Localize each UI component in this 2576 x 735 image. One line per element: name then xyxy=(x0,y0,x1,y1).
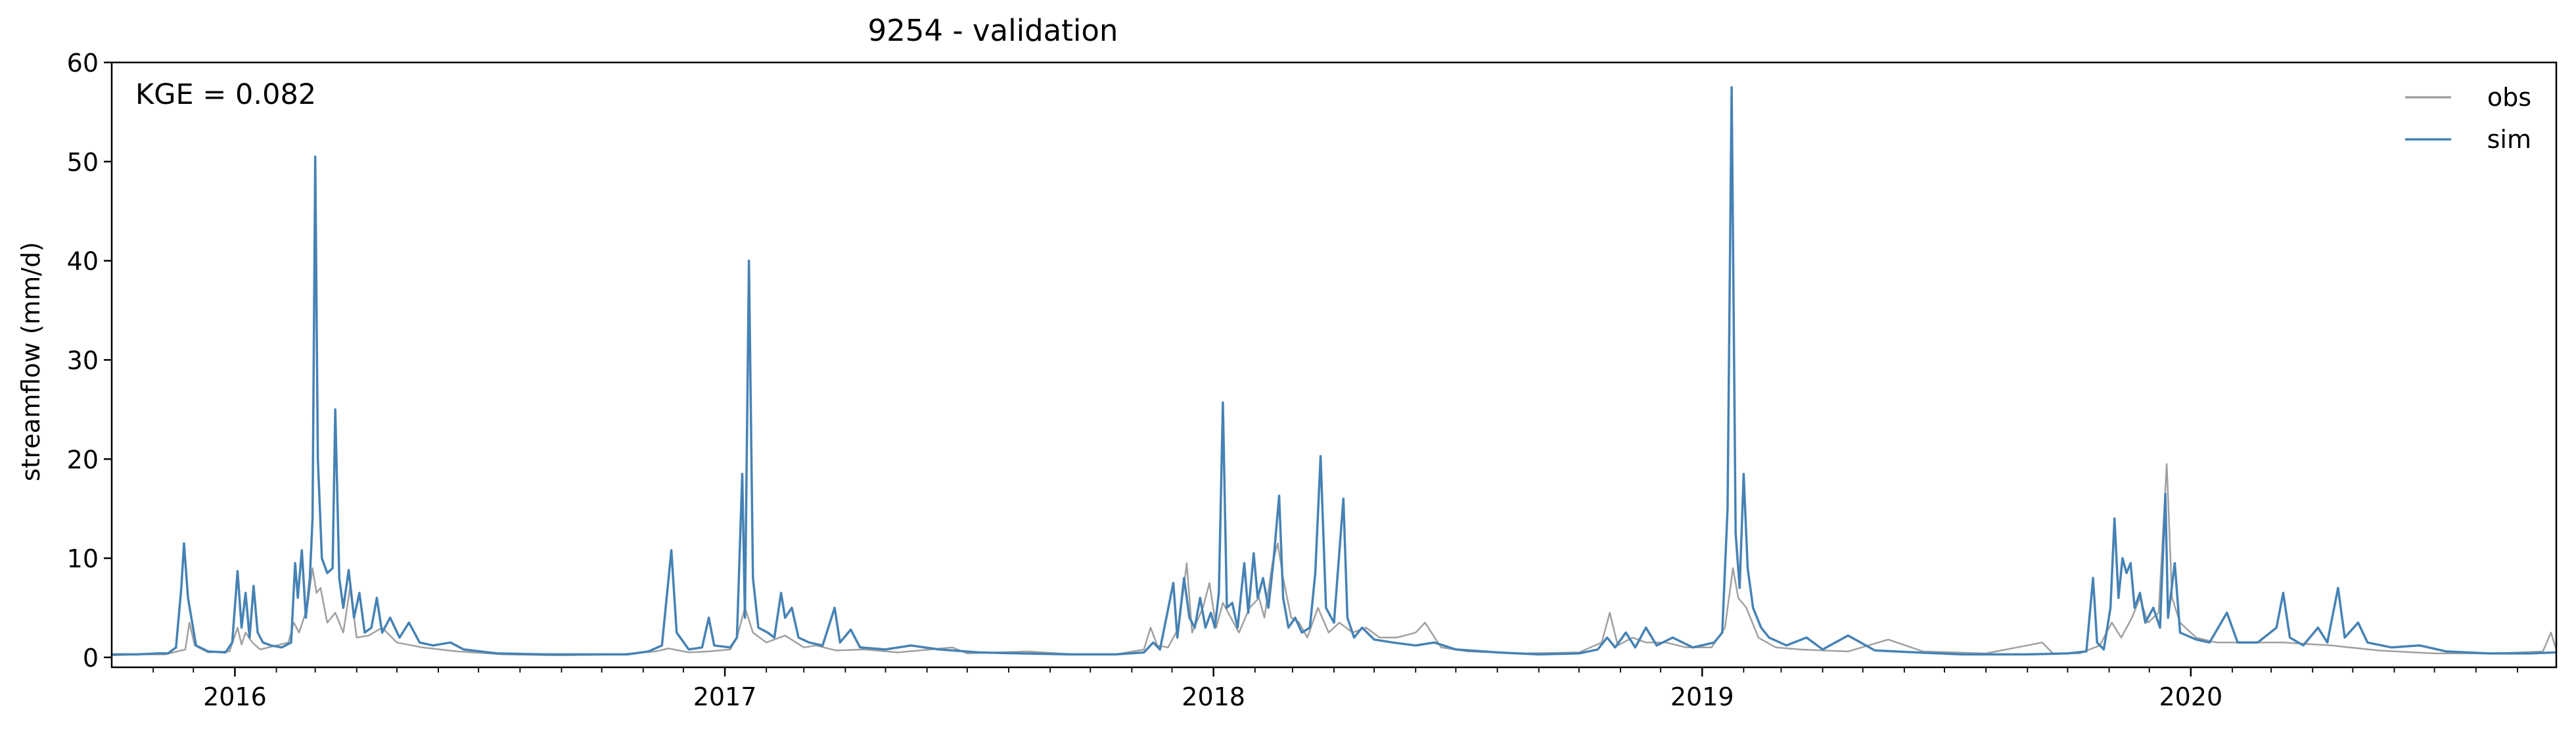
y-tick-label: 60 xyxy=(67,49,99,78)
x-tick-label: 2020 xyxy=(2159,682,2222,711)
y-axis-ticks: 0 10 20 30 40 50 60 xyxy=(67,49,112,673)
y-axis-label: streamflow (mm/d) xyxy=(16,242,45,481)
x-tick-label: 2018 xyxy=(1182,682,1245,711)
legend-sim-label: sim xyxy=(2487,125,2531,154)
y-tick-label: 10 xyxy=(67,544,99,573)
legend: obs sim xyxy=(2405,83,2531,154)
kge-annotation: KGE = 0.082 xyxy=(135,78,316,111)
chart-title: 9254 - validation xyxy=(868,13,1118,48)
y-tick-label: 0 xyxy=(83,644,99,673)
series-line-obs xyxy=(111,463,2558,657)
legend-obs-label: obs xyxy=(2487,83,2531,112)
y-tick-label: 30 xyxy=(67,346,99,375)
y-tick-label: 20 xyxy=(67,445,99,474)
x-tick-label: 2017 xyxy=(693,682,757,711)
series-layer xyxy=(111,85,2558,657)
y-tick-label: 50 xyxy=(67,148,99,177)
series-line-sim xyxy=(112,85,2557,656)
plot-area-frame xyxy=(110,61,2558,669)
x-tick-label: 2019 xyxy=(1670,682,1734,711)
x-tick-label: 2016 xyxy=(203,682,267,711)
x-axis-ticks: 2016 2017 2018 2019 2020 xyxy=(152,667,2518,711)
y-tick-label: 40 xyxy=(67,247,99,276)
